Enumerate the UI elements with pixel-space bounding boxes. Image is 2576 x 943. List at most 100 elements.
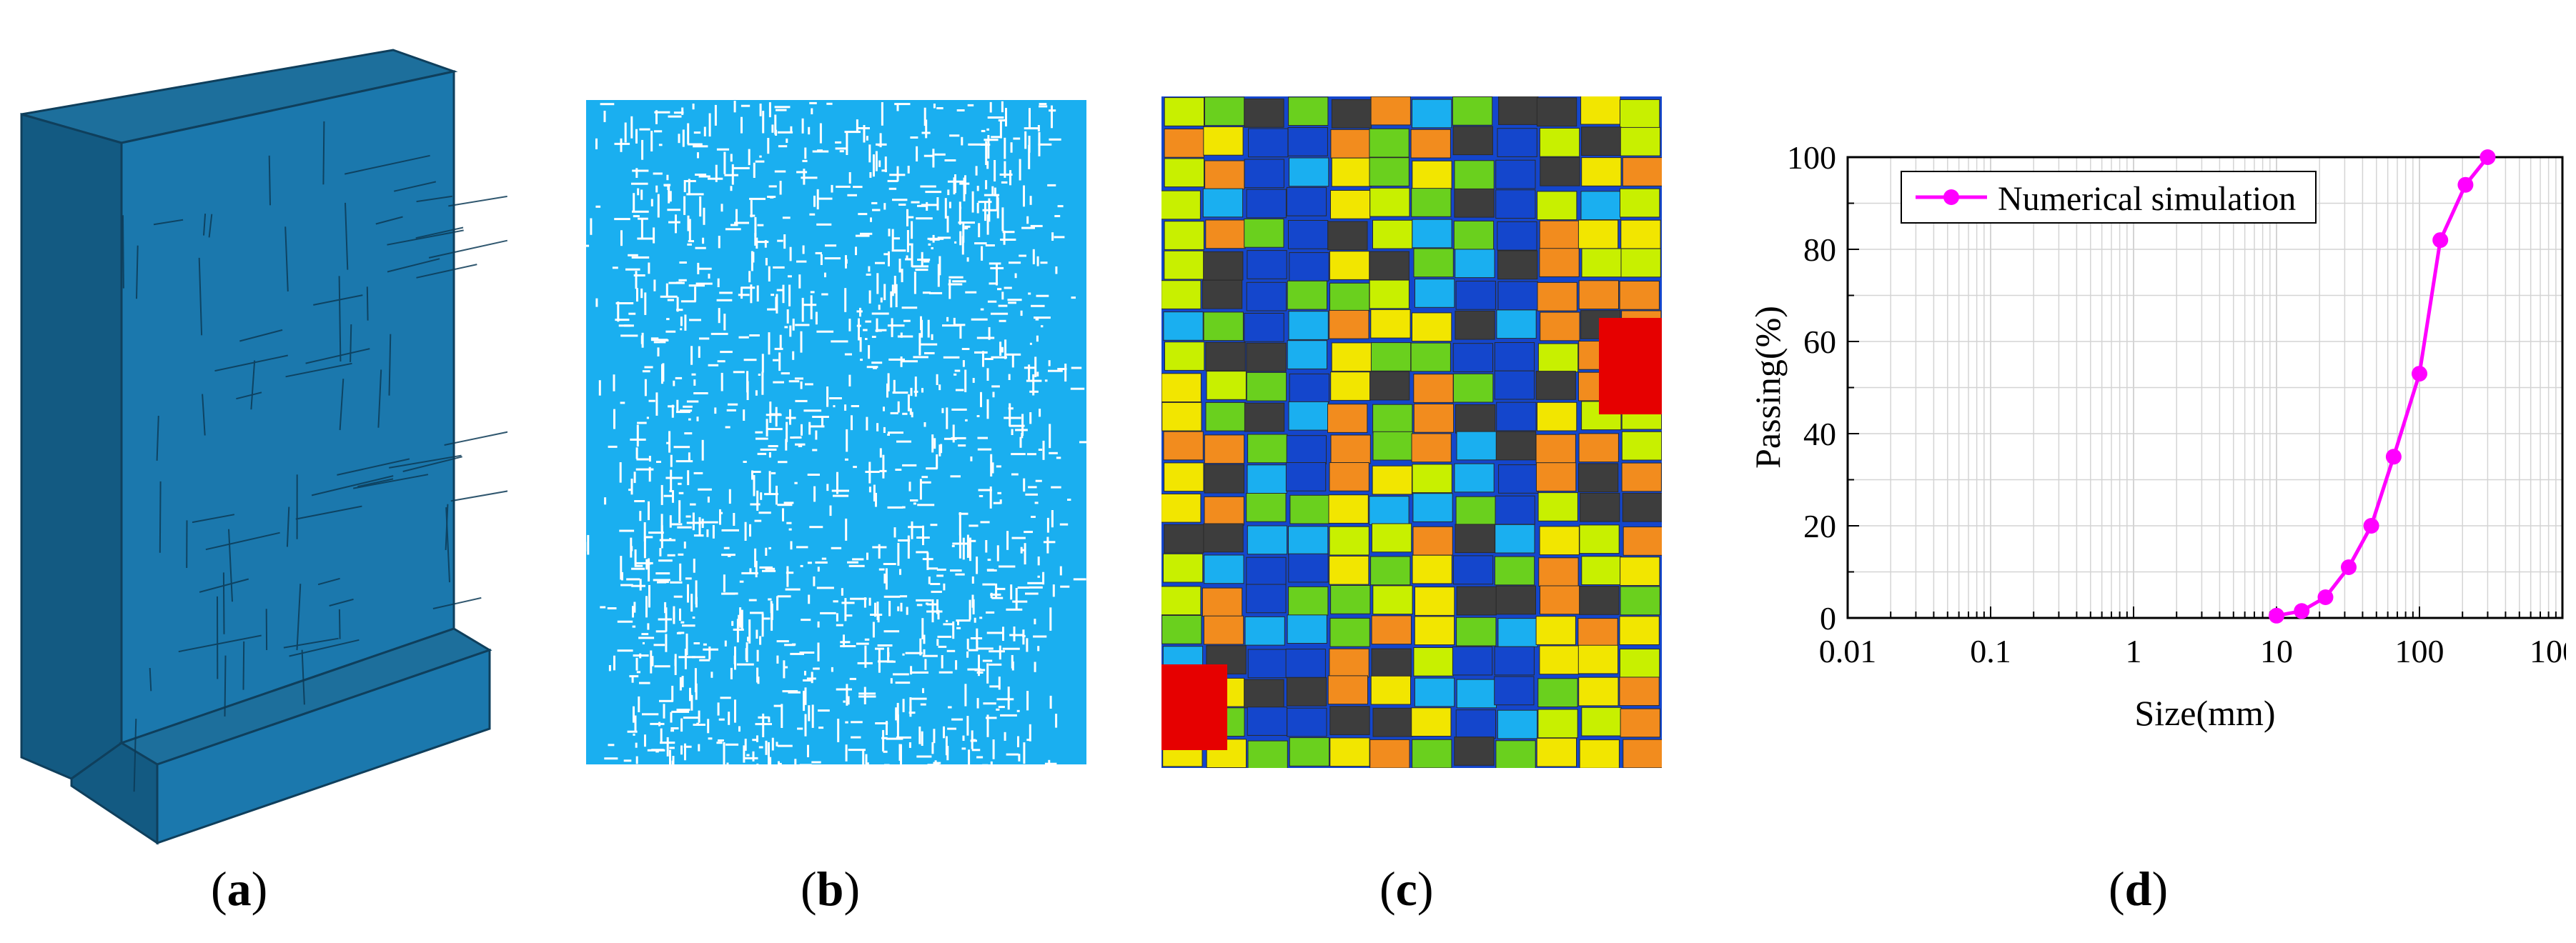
- crack-mark: [655, 392, 658, 416]
- crack-mark: [986, 368, 989, 381]
- y-tick-label: 0: [1820, 600, 1836, 637]
- crack-mark: [676, 411, 690, 414]
- crack-mark: [813, 195, 816, 207]
- fragment-cell: [1244, 159, 1284, 189]
- fragment-cell: [1247, 525, 1288, 555]
- crack-mark: [759, 155, 762, 158]
- caption-c: (c): [1379, 861, 1434, 917]
- crack-mark: [947, 727, 956, 730]
- y-tick-label: 60: [1803, 324, 1836, 360]
- crack-mark: [1018, 754, 1021, 762]
- crack-mark: [1039, 409, 1041, 417]
- fragment-cell: [1578, 280, 1620, 309]
- crack-mark: [864, 638, 870, 641]
- crack-mark: [636, 424, 639, 447]
- crack-mark: [1041, 325, 1044, 328]
- crack-mark: [738, 336, 749, 339]
- crack-mark: [749, 334, 760, 336]
- crack-mark: [726, 762, 729, 777]
- crack-mark: [991, 597, 1004, 599]
- crack-mark: [891, 249, 906, 252]
- crack-mark: [686, 193, 704, 196]
- crack-mark: [749, 568, 752, 574]
- crack-mark: [1004, 161, 1006, 178]
- crack-mark: [1020, 310, 1023, 316]
- crack-mark: [1048, 369, 1063, 372]
- fragment-cell: [1537, 401, 1577, 431]
- crack-mark: [687, 215, 690, 231]
- fragment-cell: [1288, 526, 1329, 555]
- crack-mark: [667, 299, 674, 301]
- crack-mark: [1003, 230, 1006, 245]
- crack-mark: [843, 634, 845, 648]
- crack-mark: [991, 312, 1009, 315]
- fragment-cell: [1369, 187, 1410, 217]
- crack-mark: [877, 329, 887, 331]
- fragment-cell: [1537, 191, 1577, 221]
- crack-mark: [970, 739, 977, 742]
- crack-mark: [608, 665, 611, 672]
- crack-mark: [790, 436, 795, 439]
- series-points: [2269, 149, 2496, 624]
- crack-mark: [744, 522, 747, 541]
- crack-mark: [648, 532, 664, 534]
- crack-mark: [781, 372, 790, 375]
- fragment-cell: [1619, 649, 1660, 678]
- crack-mark: [1034, 316, 1051, 319]
- crack-mark: [805, 383, 813, 386]
- crack-mark: [638, 696, 640, 712]
- crack-mark: [765, 740, 768, 755]
- fragment-large-red: [1161, 664, 1227, 750]
- crack-mark: [897, 335, 913, 338]
- crack-mark: [761, 371, 764, 395]
- crack-mark: [683, 180, 686, 192]
- crack-mark: [978, 654, 980, 677]
- crack-mark: [1026, 691, 1029, 711]
- crack-mark: [873, 484, 876, 502]
- data-point: [2480, 149, 2496, 165]
- crack-mark: [698, 346, 700, 358]
- crack-mark: [952, 280, 966, 283]
- crack-mark: [738, 726, 740, 732]
- chart-grid: [1847, 156, 2562, 619]
- crack-mark: [644, 292, 647, 315]
- crack-mark: [782, 690, 798, 693]
- crack-mark: [847, 561, 858, 564]
- crack-segment: [268, 155, 271, 206]
- crack-mark: [1004, 416, 1021, 419]
- crack-mark: [695, 174, 707, 176]
- crack-mark: [977, 448, 992, 451]
- crack-mark: [631, 584, 645, 587]
- fragment-cell: [1329, 526, 1369, 556]
- crack-mark: [735, 209, 738, 226]
- crack-mark: [976, 186, 979, 191]
- crack-mark: [658, 618, 672, 621]
- crack-mark: [773, 381, 784, 384]
- crack-mark: [883, 426, 886, 433]
- crack-mark: [883, 203, 886, 210]
- crack-mark: [958, 221, 975, 224]
- crack-mark: [666, 737, 669, 757]
- crack-mark: [700, 521, 718, 524]
- crack-mark: [638, 217, 648, 220]
- crack-mark: [733, 655, 736, 664]
- legend-label: Numerical simulation: [1998, 180, 2296, 218]
- crack-mark: [598, 380, 601, 396]
- fragment-cell: [1495, 159, 1536, 189]
- crack-mark: [918, 333, 921, 356]
- crack-mark: [911, 245, 913, 267]
- fragment-cell: [1244, 402, 1285, 432]
- crack-mark: [938, 256, 941, 276]
- crack-mark: [708, 274, 710, 279]
- crack-mark: [938, 384, 941, 391]
- crack-mark: [890, 411, 898, 414]
- fragment-cell: [1535, 434, 1576, 464]
- crack-segment: [136, 245, 139, 299]
- crack-mark: [641, 139, 644, 160]
- fragment-cell: [1371, 648, 1412, 678]
- crack-mark: [984, 139, 999, 141]
- crack-mark: [986, 714, 989, 737]
- fragment-cell: [1535, 616, 1576, 645]
- crack-mark: [642, 713, 659, 716]
- fragment-cell: [1164, 97, 1204, 126]
